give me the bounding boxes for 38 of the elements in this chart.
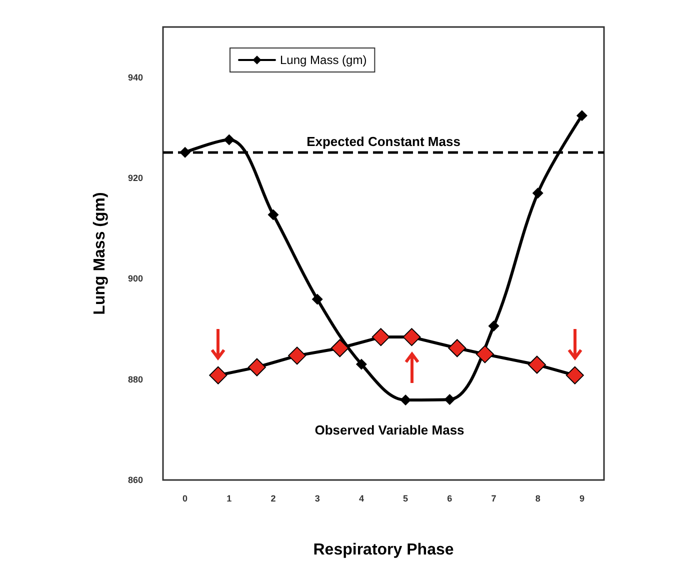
point bbox=[488, 320, 500, 332]
x-tick-label: 7 bbox=[491, 494, 496, 504]
point bbox=[476, 345, 494, 364]
point bbox=[356, 358, 367, 370]
point bbox=[268, 209, 279, 220]
ref-line-label: Expected Constant Mass bbox=[306, 134, 460, 149]
x-tick-label: 6 bbox=[447, 494, 452, 504]
point bbox=[402, 328, 421, 346]
point bbox=[566, 366, 584, 384]
x-tick-label: 9 bbox=[579, 494, 584, 504]
point bbox=[248, 358, 266, 376]
point bbox=[528, 356, 546, 374]
y-axis-title: Lung Mass (gm) bbox=[92, 192, 108, 315]
y-tick-label: 880 bbox=[128, 374, 143, 384]
point bbox=[209, 366, 228, 384]
point bbox=[576, 110, 588, 122]
y-tick-label: 940 bbox=[128, 72, 143, 82]
x-tick-label: 0 bbox=[182, 494, 188, 504]
legend-label: Lung Mass (gm) bbox=[280, 53, 367, 67]
x-axis-title: Respiratory Phase bbox=[313, 542, 454, 558]
point bbox=[532, 188, 544, 199]
point bbox=[444, 394, 456, 405]
x-tick-label: 8 bbox=[535, 494, 540, 504]
x-tick-label: 4 bbox=[358, 494, 364, 504]
annotation: Observed Variable Mass bbox=[314, 422, 464, 438]
y-tick-label: 900 bbox=[128, 274, 143, 284]
x-tick-label: 3 bbox=[314, 494, 320, 504]
x-tick-label: 1 bbox=[226, 494, 232, 504]
point bbox=[448, 339, 466, 358]
point bbox=[288, 346, 306, 365]
point bbox=[312, 294, 323, 305]
x-tick-label: 2 bbox=[270, 494, 276, 504]
y-tick-label: 860 bbox=[128, 475, 143, 485]
y-tick-label: 920 bbox=[128, 173, 143, 183]
point bbox=[330, 339, 349, 358]
x-tick-label: 5 bbox=[403, 494, 408, 504]
point bbox=[372, 328, 390, 346]
point bbox=[224, 134, 235, 146]
